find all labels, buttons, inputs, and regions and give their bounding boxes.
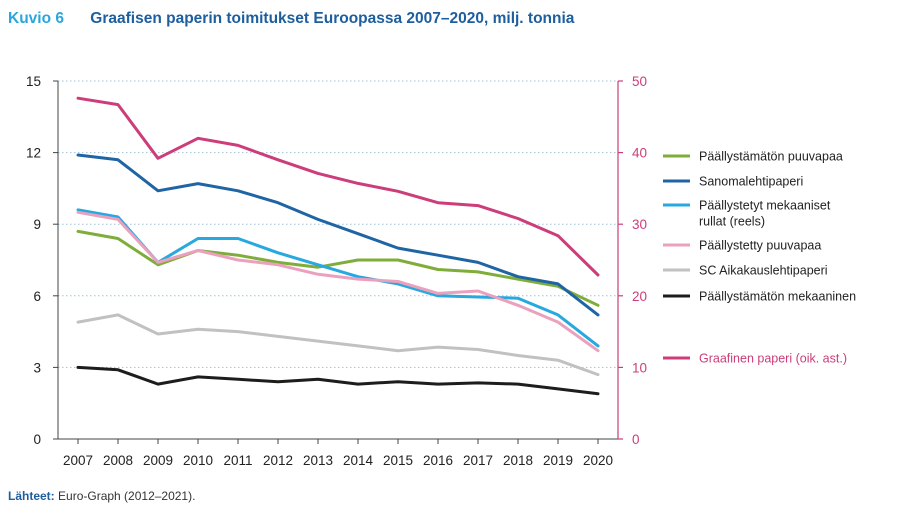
source-text: Euro-Graph (2012–2021). (58, 489, 196, 503)
left-axis-tick-label: 15 (26, 74, 41, 89)
x-axis-tick-label: 2017 (463, 453, 493, 468)
figure-label: Kuvio 6 (8, 10, 64, 27)
legend-label: Päällystetty puuvapaa (699, 239, 821, 253)
legend-label: Graafinen paperi (oik. ast.) (699, 352, 847, 366)
source-note: Lähteet: Euro-Graph (2012–2021). (8, 489, 195, 503)
x-axis-tick-label: 2013 (303, 453, 333, 468)
right-axis-tick-label: 10 (632, 360, 647, 375)
x-axis-tick-label: 2020 (583, 453, 613, 468)
right-axis-tick-label: 50 (632, 74, 647, 89)
series-line (76, 153, 600, 317)
left-axis-tick-label: 9 (33, 217, 41, 232)
left-axis-tick-label: 12 (26, 146, 41, 161)
chart-title: Graafisen paperin toimitukset Euroopassa… (90, 10, 575, 27)
series-line (76, 96, 600, 277)
legend-label: Päällystetyt mekaaniset rullat (reels) (699, 199, 831, 229)
x-axis-tick-label: 2015 (383, 453, 413, 468)
left-axis-tick-label: 3 (33, 360, 41, 375)
series-line (76, 210, 600, 353)
series-line (76, 365, 600, 396)
x-axis-tick-label: 2008 (103, 453, 133, 468)
source-label: Lähteet: (8, 489, 55, 503)
series-line (76, 208, 600, 348)
series-lines (76, 96, 600, 396)
right-axis-tick-label: 20 (632, 289, 647, 304)
x-axis-tick-label: 2009 (143, 453, 173, 468)
x-axis-tick-label: 2010 (183, 453, 213, 468)
x-axis-tick-label: 2011 (223, 453, 252, 468)
legend-label: Päällystämätön mekaaninen (699, 290, 856, 304)
grid-lines (58, 80, 618, 368)
x-axis-tick-label: 2018 (503, 453, 533, 468)
x-axis-tick-label: 2016 (423, 453, 453, 468)
x-axis-tick-label: 2019 (543, 453, 573, 468)
right-axis-tick-label: 30 (632, 217, 647, 232)
legend-label: SC Aikakauslehtipaperi (699, 264, 828, 278)
left-axis-tick-label: 6 (33, 289, 41, 304)
series-line (76, 313, 600, 377)
x-axis-tick-label: 2012 (263, 453, 293, 468)
axes: 0 3 6 9 12 15 0 10 20 30 40 50 2007 2008 2009 2010 2011 2… (26, 74, 647, 468)
legend-label: Sanomalehtipaperi (699, 175, 803, 189)
x-axis-tick-label: 2014 (343, 453, 374, 468)
right-axis-tick-label: 40 (632, 146, 647, 161)
right-axis-tick-label: 0 (632, 432, 640, 447)
chart-header: Kuvio 6 Graafisen paperin toimitukset Eu… (8, 10, 574, 28)
legend-label: Päällystämätön puuvapaa (699, 150, 843, 164)
x-axis-tick-label: 2007 (63, 453, 93, 468)
left-axis-tick-label: 0 (33, 432, 41, 447)
legend: Päällystämätön puuvapaa Sanomalehtipaperi… (663, 150, 856, 366)
series-line (76, 229, 600, 307)
